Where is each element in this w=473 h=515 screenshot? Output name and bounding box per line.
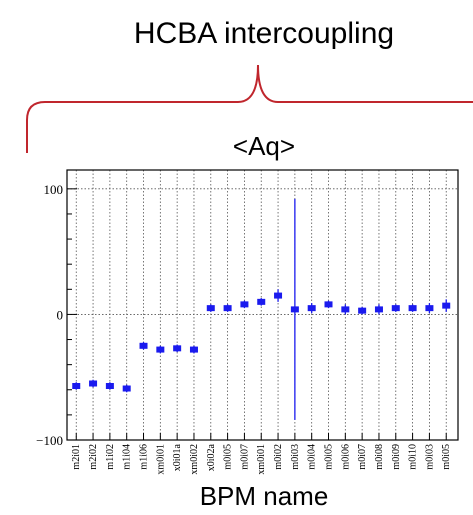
data-marker	[122, 385, 131, 392]
data-point-5	[139, 342, 148, 350]
data-marker	[408, 305, 417, 312]
data-marker	[374, 306, 383, 313]
data-point-20	[391, 304, 400, 312]
x-tick-label: x0i01a	[172, 443, 183, 471]
x-tick-label: m1i04	[122, 444, 133, 470]
x-tick-label: x0i02a	[206, 443, 217, 471]
x-tick-label: m0i10	[408, 444, 419, 470]
x-tick-label: m0i05	[441, 444, 452, 470]
data-point-7	[173, 344, 182, 353]
data-marker	[442, 302, 451, 309]
data-point-12	[257, 298, 266, 306]
data-point-18	[358, 306, 367, 315]
annotation-text: HCBA intercoupling	[134, 17, 394, 50]
data-marker	[139, 342, 148, 349]
x-tick-label: m1i06	[139, 444, 150, 470]
y-tick-label: 100	[44, 182, 64, 197]
intercoupling-bracket	[26, 64, 473, 153]
data-point-2	[89, 379, 98, 388]
series	[72, 198, 451, 420]
x-tick-label: xm0i02	[189, 444, 200, 475]
x-tick-label: xm0i01	[155, 444, 166, 475]
y-tick-label: 0	[57, 307, 64, 322]
data-point-21	[408, 304, 417, 312]
data-marker	[223, 305, 232, 312]
data-marker	[290, 306, 299, 313]
grid	[67, 170, 458, 441]
chart-title: <Aq>	[233, 131, 295, 161]
data-point-14	[290, 198, 299, 420]
data-marker	[89, 380, 98, 387]
x-tick-label: m0i07	[357, 444, 368, 470]
data-marker	[189, 346, 198, 353]
data-point-1	[72, 382, 81, 390]
data-marker	[307, 305, 316, 312]
x-tick-label: m0i08	[374, 444, 385, 470]
data-marker	[72, 383, 81, 389]
x-tick-label: m0i07	[239, 444, 250, 470]
data-point-16	[324, 300, 333, 309]
data-point-8	[189, 345, 198, 354]
x-tick-label: m1i02	[105, 444, 116, 470]
data-point-4	[122, 384, 131, 393]
data-marker	[105, 383, 114, 389]
x-tick-label: m0i03	[290, 444, 301, 470]
y-tick-label: −100	[36, 433, 63, 448]
data-point-3	[105, 382, 114, 390]
x-tick-label: m2i01	[71, 444, 82, 470]
data-marker	[206, 305, 215, 312]
data-marker	[391, 305, 400, 312]
data-point-10	[223, 304, 232, 312]
data-point-19	[374, 304, 383, 315]
data-point-22	[425, 303, 434, 314]
x-tick-label: m2i02	[88, 444, 99, 470]
data-marker	[358, 307, 367, 314]
x-axis: m2i01 m2i02 m1i02 m1i04 m1i06 xm0i01 x0i01a xm0…	[71, 433, 452, 475]
x-tick-label: m0i02	[273, 444, 284, 470]
data-marker	[324, 301, 333, 308]
y-axis: −100 0 100	[36, 182, 77, 448]
x-tick-label: m0i05	[324, 444, 335, 470]
data-point-15	[307, 303, 316, 314]
data-point-9	[206, 304, 215, 312]
data-marker	[240, 301, 249, 308]
data-point-23	[442, 299, 451, 312]
x-tick-label: m0i05	[223, 444, 234, 470]
data-marker	[173, 345, 182, 352]
data-point-17	[341, 304, 350, 315]
data-point-13	[274, 289, 283, 302]
data-point-11	[240, 300, 249, 309]
data-marker	[257, 298, 266, 305]
data-point-6	[156, 345, 165, 354]
x-tick-label: m0i06	[340, 444, 351, 470]
x-axis-label: BPM name	[200, 481, 329, 510]
x-tick-label: m0i03	[424, 444, 435, 470]
data-marker	[156, 346, 165, 353]
data-marker	[341, 306, 350, 313]
data-marker	[274, 292, 283, 299]
x-tick-label: m0i09	[391, 444, 402, 470]
plot-frame	[66, 169, 459, 441]
data-marker	[425, 305, 434, 312]
x-tick-label: xm0i01	[256, 444, 267, 475]
x-tick-label: m0i04	[307, 444, 318, 470]
